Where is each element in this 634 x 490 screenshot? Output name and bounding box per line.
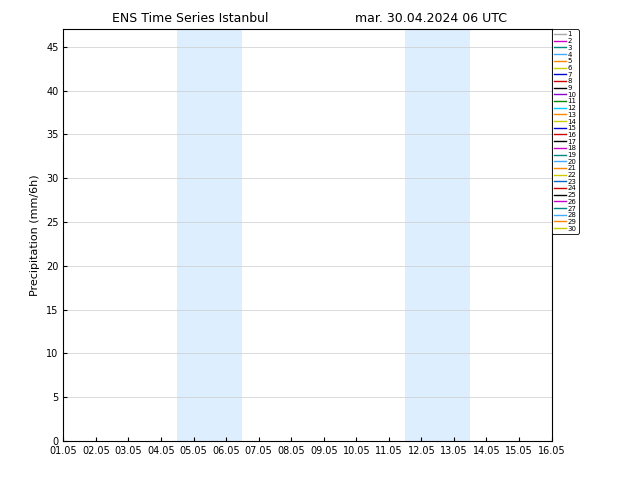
Bar (405, 29, 470, 441)
Text: ENS Time Series Istanbul: ENS Time Series Istanbul (112, 12, 268, 25)
Bar (178, 29, 242, 441)
Text: mar. 30.04.2024 06 UTC: mar. 30.04.2024 06 UTC (355, 12, 507, 25)
Legend: 1, 2, 3, 4, 5, 6, 7, 8, 9, 10, 11, 12, 13, 14, 15, 16, 17, 18, 19, 20, 21, 22, 2: 1, 2, 3, 4, 5, 6, 7, 8, 9, 10, 11, 12, 1… (552, 29, 579, 234)
Y-axis label: Precipitation (mm/6h): Precipitation (mm/6h) (30, 174, 41, 296)
